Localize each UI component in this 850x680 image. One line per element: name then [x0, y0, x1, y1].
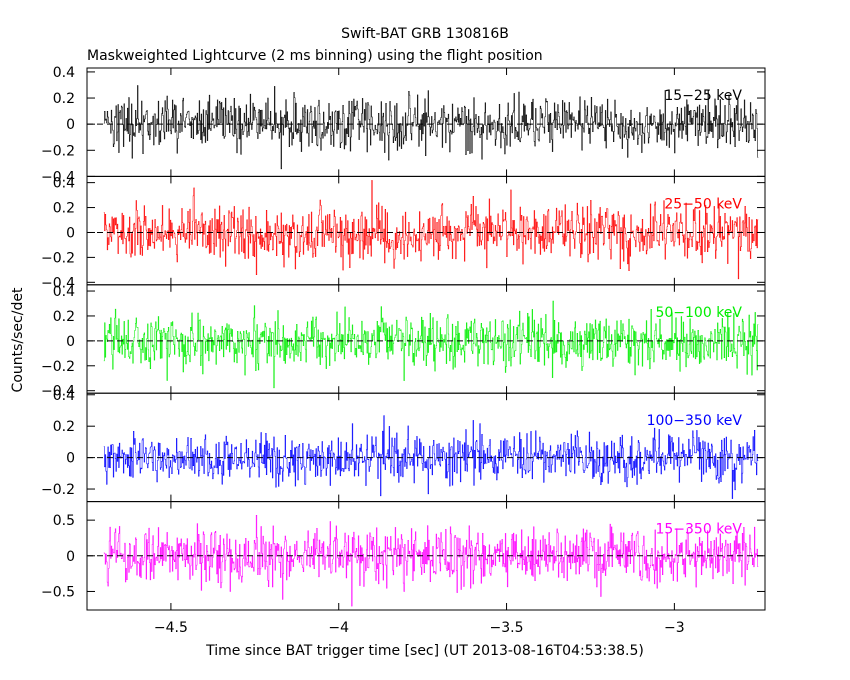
y-tick-label: −0.2	[41, 250, 75, 266]
chart-title: Swift-BAT GRB 130816B	[341, 26, 509, 42]
panel-4: −0.5 0 0.5 15−350 keV	[41, 501, 766, 611]
panel-frame-1	[86, 175, 766, 286]
x-tick-label: −4	[328, 620, 349, 636]
y-tick-label: 0	[66, 117, 75, 133]
series-trace-1	[103, 180, 759, 280]
y-tick-label: 0.4	[53, 284, 75, 300]
y-tick-label: 0	[66, 225, 75, 241]
band-label-1: 25−50 keV	[664, 196, 742, 212]
y-tick-label: 0.2	[53, 419, 75, 435]
series-trace-3	[103, 415, 759, 499]
chart-subtitle: Maskweighted Lightcurve (2 ms binning) u…	[87, 48, 543, 64]
y-tick-label: 0	[66, 549, 75, 565]
y-tick-label: 0.2	[53, 201, 75, 217]
band-label-3: 100−350 keV	[647, 413, 743, 429]
panel-frame-3	[86, 392, 766, 503]
band-label-2: 50−100 keV	[655, 305, 742, 321]
series-trace-0	[103, 85, 759, 170]
x-tick-label: −3	[664, 620, 685, 636]
x-tick-label: −3.5	[490, 620, 524, 636]
y-tick-label: 0.2	[53, 309, 75, 325]
y-tick-label: −0.2	[41, 359, 75, 375]
x-axis-label: Time since BAT trigger time [sec] (UT 20…	[205, 643, 644, 659]
series-trace-4	[103, 514, 759, 607]
panel-frame-2	[86, 284, 766, 394]
panel-1: −0.4 −0.2 0 0.2 0.4 25−50 keV	[41, 175, 766, 291]
y-tick-label: 0.4	[53, 65, 75, 81]
y-tick-label: 0.5	[53, 513, 75, 529]
panel-0: −0.4 −0.2 0 0.2 0.4 15−25 keV	[41, 65, 766, 185]
y-tick-label: 0.2	[53, 91, 75, 107]
series-trace-2	[103, 300, 759, 389]
panel-3: −0.2 0 0.2 0.4 100−350 keV	[41, 388, 766, 503]
y-tick-label: −0.4	[41, 384, 75, 400]
x-tick-label: −4.5	[154, 620, 188, 636]
y-axis-label: Counts/sec/det	[10, 287, 26, 392]
y-tick-label: −0.2	[41, 482, 75, 498]
y-tick-label: −0.4	[41, 169, 75, 185]
band-label-4: 15−350 keV	[655, 522, 742, 538]
y-tick-label: −0.4	[41, 275, 75, 291]
panel-2: −0.4 −0.2 0 0.2 0.4 50−100 keV	[41, 284, 766, 400]
y-tick-label: 0.4	[53, 388, 75, 404]
y-tick-label: 0	[66, 334, 75, 350]
band-label-0: 15−25 keV	[664, 88, 742, 104]
y-tick-label: −0.2	[41, 143, 75, 159]
y-tick-label: 0	[66, 451, 75, 467]
panels-group: −0.4 −0.2 0 0.2 0.4 15−25 keV −0.4 −0.2 0 0.2 0.4 2…	[41, 65, 766, 636]
y-tick-label: 0.4	[53, 176, 75, 192]
y-tick-label: −0.5	[41, 584, 75, 600]
